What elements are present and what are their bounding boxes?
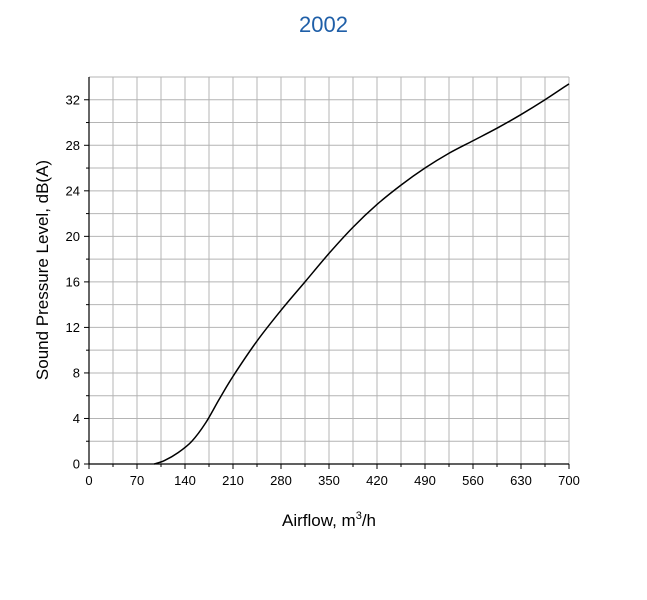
y-tick-label: 0: [73, 457, 80, 472]
x-tick-label: 140: [174, 473, 196, 488]
y-tick-label: 32: [66, 92, 80, 107]
chart-title: 2002: [299, 12, 348, 37]
y-axis-label: Sound Pressure Level, dB(A): [33, 160, 52, 380]
y-tick-label: 28: [66, 138, 80, 153]
x-tick-label: 490: [414, 473, 436, 488]
tick-labels: 0 70 140 210 280 350 420 490 560 630 700 0 4 8 12 16 20 2…: [66, 92, 580, 488]
x-tick-label: 630: [510, 473, 532, 488]
x-tick-label: 70: [130, 473, 144, 488]
axes: [84, 77, 570, 469]
x-tick-label: 280: [270, 473, 292, 488]
y-tick-label: 16: [66, 274, 80, 289]
series-line: [153, 83, 570, 465]
x-axis-label-main: Airflow, m: [282, 511, 356, 530]
y-tick-label: 20: [66, 229, 80, 244]
y-tick-label: 8: [73, 365, 80, 380]
x-tick-label: 0: [85, 473, 92, 488]
series-layer: [153, 83, 570, 465]
y-tick-label: 12: [66, 320, 80, 335]
x-tick-label: 420: [366, 473, 388, 488]
x-axis-label: Airflow, m3/h: [282, 510, 376, 530]
y-tick-label: 24: [66, 183, 80, 198]
grid-lines: [89, 76, 570, 464]
x-axis-label-sup: 3: [356, 510, 362, 522]
x-tick-label: 700: [558, 473, 580, 488]
x-tick-label: 560: [462, 473, 484, 488]
x-axis-label-suffix: /h: [362, 511, 376, 530]
y-tick-label: 4: [73, 411, 80, 426]
x-tick-label: 210: [222, 473, 244, 488]
x-tick-label: 350: [318, 473, 340, 488]
